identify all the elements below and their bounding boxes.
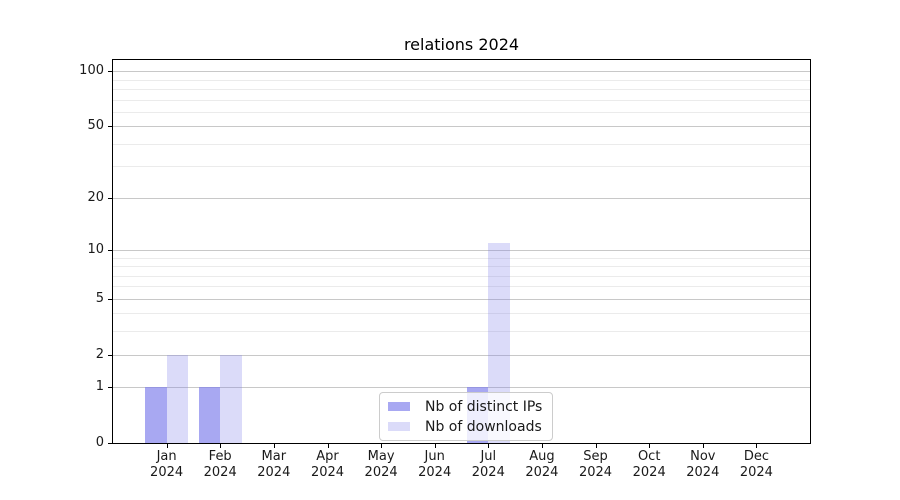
x-label-month: Dec (743, 449, 769, 464)
x-label-year: 2024 (525, 465, 559, 480)
y-tick-label-20: 20 (87, 189, 104, 205)
y-tick-100 (108, 71, 112, 73)
y-tick-label-50: 50 (87, 118, 104, 134)
gridline-minor-7 (113, 275, 810, 277)
x-label-month: Nov (690, 449, 716, 464)
y-tick-label-0: 0 (95, 435, 104, 450)
x-tick-label-apr: Apr 2024 (288, 449, 368, 481)
y-tick-5 (108, 298, 112, 300)
x-tick-may (381, 444, 383, 448)
x-label-year: 2024 (418, 465, 452, 480)
gridline-minor-80 (113, 88, 810, 90)
y-tick-label-2: 2 (95, 346, 104, 362)
y-tick-0 (108, 443, 112, 444)
x-tick-nov (702, 444, 704, 448)
gridline-minor-70 (113, 99, 810, 101)
gridline-minor-30 (113, 166, 810, 168)
x-tick-feb (220, 444, 222, 448)
x-tick-jan (166, 444, 168, 448)
legend-swatch-downloads (388, 422, 410, 431)
x-label-month: Apr (316, 449, 339, 464)
x-label-month: Aug (529, 449, 555, 464)
plot-area (112, 59, 811, 444)
x-tick-label-dec: Dec 2024 (716, 449, 796, 481)
x-label-year: 2024 (310, 465, 345, 480)
x-label-year: 2024 (578, 465, 613, 480)
x-label-year: 2024 (203, 465, 237, 480)
y-tick-2 (108, 354, 112, 356)
y-tick-1 (108, 387, 112, 389)
gridline-minor-4 (113, 313, 810, 315)
x-label-month: Jun (424, 449, 445, 464)
x-label-year: 2024 (257, 465, 291, 480)
y-tick-label-5: 5 (95, 290, 104, 306)
bar-jan-distinct-ips (145, 387, 167, 443)
gridline-minor-40 (113, 143, 810, 145)
x-tick-label-aug: Aug 2024 (502, 449, 582, 481)
gridline-minor-8 (113, 266, 810, 267)
gridline-minor-6 (113, 286, 810, 288)
bar-feb-distinct-ips (198, 387, 221, 443)
legend-item-downloads: Nb of downloads (388, 418, 542, 435)
x-tick-aug (541, 444, 543, 448)
x-label-year: 2024 (150, 465, 184, 480)
y-tick-50 (108, 126, 112, 128)
legend: Nb of distinct IPs Nb of downloads (379, 392, 554, 441)
legend-label-distinct-ips: Nb of distinct IPs (425, 398, 543, 415)
y-tick-20 (108, 197, 112, 199)
legend-item-distinct-ips: Nb of distinct IPs (388, 398, 542, 415)
gridline-major-20 (113, 197, 810, 199)
gridline-minor-3 (113, 331, 810, 333)
x-tick-sep (595, 444, 597, 448)
x-tick-apr (327, 444, 329, 448)
x-tick-jul (488, 444, 490, 448)
x-label-year: 2024 (739, 465, 773, 480)
x-label-year: 2024 (364, 465, 398, 480)
x-label-month: Mar (261, 449, 287, 464)
gridline-minor-90 (113, 79, 810, 81)
bar-feb-downloads (220, 354, 242, 443)
x-tick-mar (273, 444, 275, 448)
x-label-year: 2024 (632, 465, 666, 480)
gridline-major-2 (113, 354, 810, 356)
chart-title: relations 2024 (403, 35, 520, 54)
x-label-month: May (367, 449, 395, 464)
x-tick-oct (649, 444, 651, 448)
gridline-major-5 (113, 298, 810, 300)
x-tick-label-jul: Jul 2024 (448, 449, 528, 481)
x-tick-label-feb: Feb 2024 (180, 449, 260, 481)
x-label-month: Jul (480, 449, 497, 464)
gridline-major-100 (113, 71, 810, 73)
gridline-minor-9 (113, 257, 810, 259)
x-label-year: 2024 (686, 465, 720, 480)
y-tick-label-100: 100 (79, 63, 104, 79)
legend-label-downloads: Nb of downloads (425, 418, 542, 435)
x-tick-label-oct: Oct 2024 (609, 449, 689, 481)
y-tick-10 (108, 249, 112, 251)
y-tick-label-10: 10 (87, 241, 104, 257)
x-tick-label-jan: Jan 2024 (127, 449, 207, 481)
gridline-minor-60 (113, 111, 810, 113)
gridline-major-1 (113, 387, 810, 389)
x-label-month: Feb (208, 449, 232, 464)
x-tick-label-may: May 2024 (341, 449, 421, 481)
x-tick-dec (756, 444, 758, 448)
x-label-month: Jan (156, 449, 177, 464)
x-tick-jun (434, 444, 436, 448)
gridline-major-50 (113, 126, 810, 128)
x-tick-label-nov: Nov 2024 (663, 449, 743, 481)
y-tick-label-1: 1 (95, 379, 104, 395)
x-tick-label-sep: Sep 2024 (556, 449, 636, 481)
x-label-month: Sep (583, 449, 608, 464)
x-label-month: Oct (637, 449, 661, 464)
legend-swatch-distinct-ips (388, 402, 410, 411)
x-tick-label-jun: Jun 2024 (395, 449, 475, 481)
gridline-major-10 (113, 249, 810, 251)
x-tick-label-mar: Mar 2024 (234, 449, 314, 481)
x-label-year: 2024 (471, 465, 505, 480)
bar-jan-downloads (166, 354, 189, 443)
